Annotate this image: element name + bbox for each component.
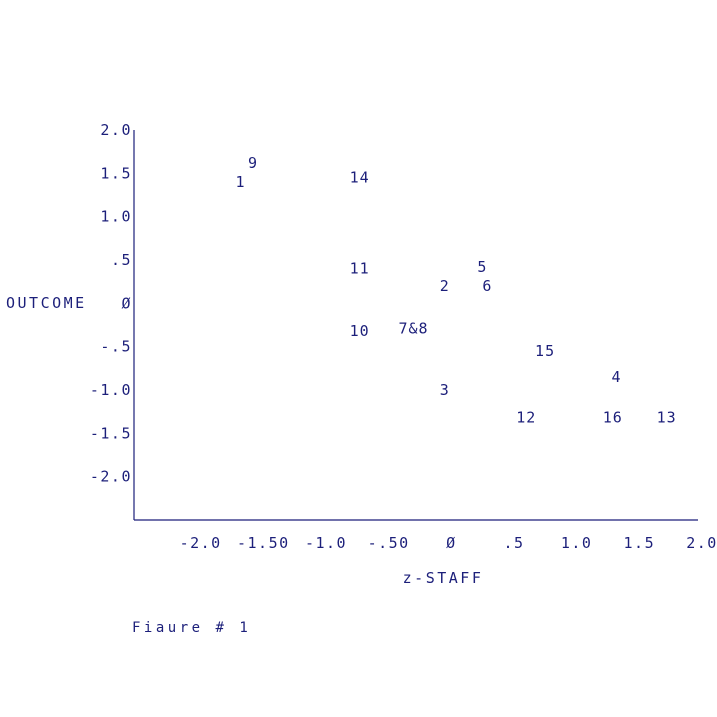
x-tick-label: 1.5: [624, 534, 656, 552]
y-tick-label: -.5: [100, 338, 132, 356]
x-tick-label: Ø: [446, 534, 457, 552]
x-tick-labels: -2.0 -1.50 -1.0 -.50 Ø .5 1.0 1.5 2.0: [180, 534, 717, 552]
y-tick-label: -1.5: [90, 424, 132, 442]
axes: [133, 130, 698, 521]
data-point-label: 7&8: [398, 319, 428, 337]
y-tick-label: 2.0: [100, 121, 132, 139]
data-point-label: 9: [248, 154, 258, 172]
y-tick-label: -1.0: [90, 381, 132, 399]
data-points: 91 14 11 5 2 6 10 7&8 15 4 3 12 16 13: [236, 154, 677, 427]
data-point-label: 12: [516, 409, 536, 427]
data-point-label: 6: [482, 277, 492, 295]
x-tick-label: -1.50: [237, 534, 290, 552]
x-axis-title: z-STAFF: [403, 569, 484, 587]
x-tick-label: 1.0: [561, 534, 593, 552]
figure-caption: Fiaure # 1: [132, 620, 251, 636]
y-tick-label: -2.0: [90, 468, 132, 486]
x-tick-label: 2.0: [686, 534, 717, 552]
y-tick-label: 1.5: [100, 164, 132, 182]
data-point-label: 14: [350, 169, 370, 187]
data-point-label: 1: [236, 173, 246, 191]
data-point-label: 2: [440, 277, 450, 295]
x-tick-label: .5: [503, 534, 524, 552]
data-point-label: 5: [477, 258, 487, 276]
data-point-label: 4: [612, 368, 622, 386]
x-tick-label: -1.0: [305, 534, 347, 552]
data-point-label: 13: [657, 409, 677, 427]
data-point-label: 10: [350, 322, 370, 340]
y-tick-label: .5: [111, 251, 132, 269]
y-tick-label: 1.0: [100, 208, 132, 226]
data-point-label: 15: [535, 342, 555, 360]
y-tick-labels: 2.0 1.5 1.0 .5 Ø -.5 -1.0 -1.5 -2.0: [90, 121, 132, 486]
y-tick-label: Ø: [121, 294, 132, 312]
data-point-label: 16: [603, 409, 623, 427]
data-point-label: 11: [350, 260, 370, 278]
x-tick-label: -.50: [368, 534, 410, 552]
x-tick-label: -2.0: [180, 534, 222, 552]
y-axis-title: OUTCOME: [6, 294, 87, 312]
data-point-label: 3: [440, 381, 450, 399]
